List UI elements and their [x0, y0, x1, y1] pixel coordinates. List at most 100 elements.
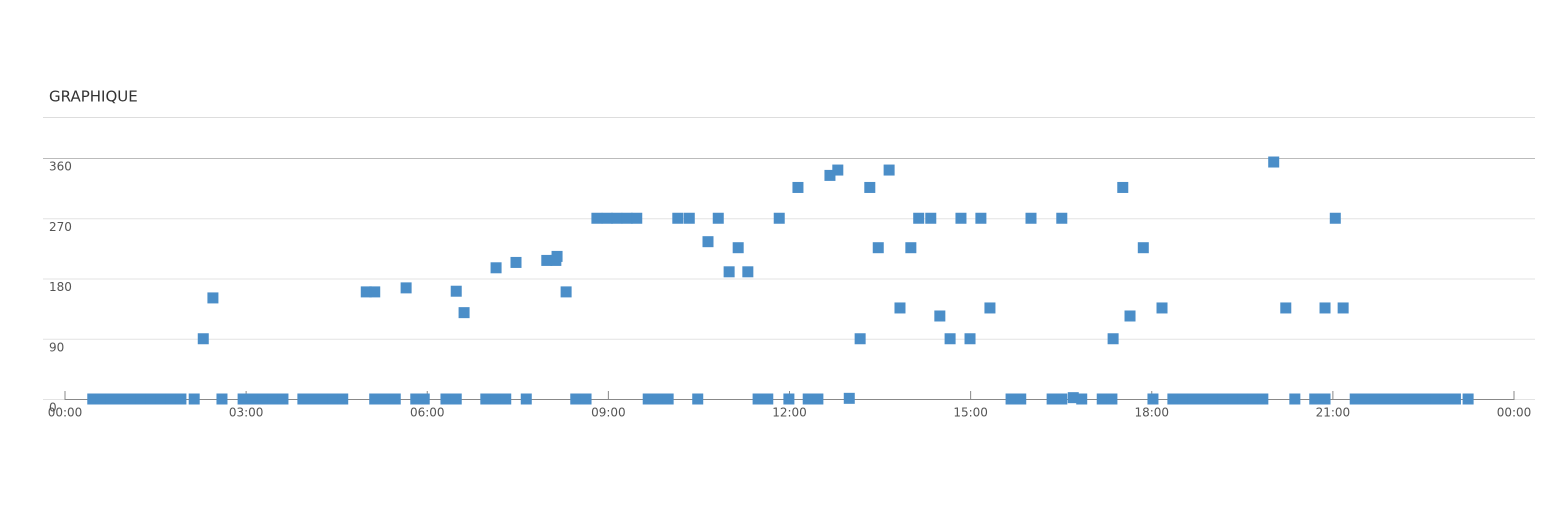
point: [1257, 393, 1269, 405]
point: [812, 393, 824, 405]
point: [1337, 302, 1349, 314]
point: [267, 393, 279, 405]
point: [490, 262, 502, 274]
point: [115, 393, 127, 405]
point: [560, 286, 572, 298]
point: [964, 333, 976, 345]
point: [440, 393, 452, 405]
point: [1349, 393, 1361, 405]
point: [1156, 302, 1168, 314]
point: [1124, 310, 1136, 322]
y-tick-label: 270: [49, 220, 72, 234]
point: [570, 393, 582, 405]
point: [1237, 393, 1249, 405]
point: [984, 302, 996, 314]
point: [1280, 302, 1292, 314]
point: [601, 212, 613, 224]
point: [913, 212, 925, 224]
point: [732, 242, 744, 254]
point: [802, 393, 814, 405]
point: [1107, 333, 1119, 345]
point: [500, 393, 512, 405]
point: [216, 393, 228, 405]
point: [197, 333, 209, 345]
point: [944, 333, 956, 345]
chart-title: GRAPHIQUE: [49, 88, 138, 106]
y-tick-label: 180: [49, 280, 72, 294]
point: [379, 393, 391, 405]
point: [934, 310, 946, 322]
point: [541, 254, 553, 266]
point: [783, 393, 795, 405]
point: [652, 393, 664, 405]
point: [925, 212, 937, 224]
point: [1147, 393, 1159, 405]
point: [1268, 156, 1280, 168]
x-tick-label: 15:00: [953, 406, 988, 420]
point: [843, 392, 855, 404]
point: [1329, 212, 1341, 224]
point: [1462, 393, 1474, 405]
point: [510, 256, 522, 268]
point: [237, 393, 249, 405]
point: [1309, 393, 1321, 405]
point: [1167, 393, 1179, 405]
point: [277, 393, 289, 405]
x-tick-label: 00:00: [1497, 406, 1532, 420]
point: [490, 393, 502, 405]
point: [1005, 393, 1017, 405]
point: [1106, 393, 1118, 405]
point: [1369, 393, 1381, 405]
point: [1430, 393, 1442, 405]
point: [792, 181, 804, 193]
point: [1409, 393, 1421, 405]
point: [458, 307, 470, 319]
point: [1137, 242, 1149, 254]
point: [450, 393, 462, 405]
point: [1379, 393, 1391, 405]
point: [773, 212, 785, 224]
x-tick-label: 03:00: [229, 406, 264, 420]
point: [389, 393, 401, 405]
point: [955, 212, 967, 224]
point: [621, 212, 633, 224]
point: [672, 212, 684, 224]
point: [752, 393, 764, 405]
point: [591, 212, 603, 224]
point: [257, 393, 269, 405]
point: [824, 169, 836, 181]
point: [611, 212, 623, 224]
point: [327, 393, 339, 405]
point: [905, 242, 917, 254]
point: [418, 393, 430, 405]
point: [410, 393, 422, 405]
point: [662, 393, 674, 405]
point: [247, 393, 259, 405]
point: [723, 266, 735, 278]
point: [145, 393, 157, 405]
point: [1076, 393, 1088, 405]
point: [450, 285, 462, 297]
point: [1439, 393, 1451, 405]
point: [369, 286, 381, 298]
point: [692, 393, 704, 405]
y-tick-label: 90: [49, 340, 64, 354]
point: [1067, 392, 1079, 404]
point: [297, 393, 309, 405]
y-tick-label: 360: [49, 160, 72, 174]
point: [1289, 393, 1301, 405]
point: [135, 393, 147, 405]
x-tick-label: 06:00: [410, 406, 445, 420]
point: [631, 212, 643, 224]
point: [580, 393, 592, 405]
point: [702, 236, 714, 248]
point: [1117, 181, 1129, 193]
point: [1217, 393, 1229, 405]
point: [883, 164, 895, 176]
point: [105, 393, 117, 405]
point: [317, 393, 329, 405]
point: [175, 393, 187, 405]
x-tick-label: 21:00: [1316, 406, 1351, 420]
point: [95, 393, 107, 405]
point: [337, 393, 349, 405]
